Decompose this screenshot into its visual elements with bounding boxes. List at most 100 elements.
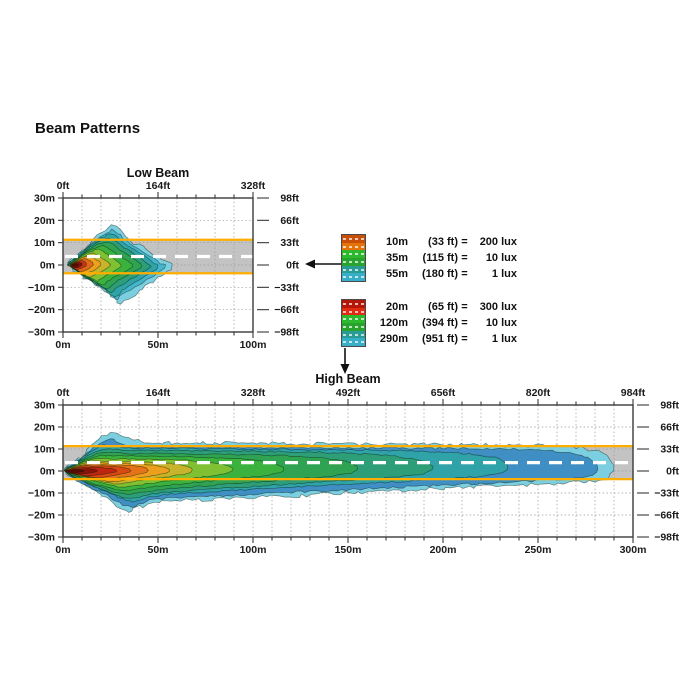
distance-ft: (33 ft) [428,236,458,248]
beam-contour [65,469,85,473]
y-axis-left-tick-label: 10m [34,237,55,249]
distance-ft: (394 ft) [421,317,458,329]
x-axis-top-tick-label: 820ft [526,387,551,399]
distance-m: 10m [385,236,408,248]
y-axis-right-tick-label: 98ft [660,400,679,412]
distance-m: 35m [385,252,408,264]
x-axis-bottom-tick-label: 150m [335,544,362,556]
distance-m: 20m [385,301,408,313]
y-axis-left-tick-label: −10m [28,282,55,294]
x-axis-bottom-tick-label: 0m [55,339,70,351]
colorbar-band [342,307,365,316]
x-axis-bottom-tick-label: 300m [620,544,647,556]
y-axis-right-tick-label: −98ft [654,532,679,544]
lux-value: 200 lux [479,236,517,248]
colorbar-band [342,250,365,259]
arrow-to-low-beam-icon [305,259,342,269]
x-axis-bottom-tick-label: 50m [147,339,168,351]
distance-ft: (180 ft) [421,268,458,280]
colorbar-band [342,258,365,266]
equals-sign: = [461,236,468,248]
colorbar-band [342,338,365,347]
legend-row: 35m (115 ft) = 10 lux [378,250,517,266]
low-beam-colorbar [341,234,366,282]
page-title: Beam Patterns [35,120,141,137]
arrow-to-high-beam-icon [340,348,350,374]
x-axis-bottom-tick-label: 50m [147,544,168,556]
x-axis-bottom-tick-label: 100m [240,544,267,556]
y-axis-left-tick-label: 30m [34,193,55,205]
low-beam-legend-rows: 10m (33 ft) = 200 lux 35m (115 ft) = 10 … [378,234,517,282]
colorbar-band [342,273,365,282]
y-axis-right-tick-label: 98ft [280,193,299,205]
y-axis-left-tick-label: 0m [40,260,55,272]
y-axis-right-tick-label: 33ft [660,444,679,456]
lux-value: 1 lux [491,333,517,345]
x-axis-top-tick-label: 0ft [57,180,70,192]
legend-row: 290m (951 ft) = 1 lux [378,331,517,347]
y-axis-right-tick-label: −33ft [274,282,299,294]
x-axis-bottom-tick-label: 100m [240,339,267,351]
beam-contour [71,263,80,267]
legend-row: 10m (33 ft) = 200 lux [378,234,517,250]
colorbar-band [342,315,365,324]
y-axis-right-tick-label: 66ft [280,215,299,227]
legend-row: 120m (394 ft) = 10 lux [378,315,517,331]
lux-value: 10 lux [485,252,517,264]
y-axis-left-tick-label: 0m [40,466,55,478]
distance-ft: (65 ft) [428,301,458,313]
y-axis-left-tick-label: −10m [28,488,55,500]
equals-sign: = [461,333,468,345]
y-axis-left-tick-label: −20m [28,510,55,522]
y-axis-right-tick-label: 0ft [666,466,679,478]
colorbar-band [342,323,365,331]
x-axis-top-tick-label: 492ft [336,387,361,399]
y-axis-left-tick-label: −20m [28,304,55,316]
y-axis-left-tick-label: −30m [28,327,55,339]
distance-m: 290m [379,333,408,345]
axis-ticks [58,399,649,543]
distance-m: 120m [379,317,408,329]
colorbar-band [342,235,365,243]
y-axis-right-tick-label: 33ft [280,237,299,249]
legend-row: 55m (180 ft) = 1 lux [378,266,517,282]
y-axis-left-tick-label: 20m [34,422,55,434]
x-axis-top-tick-label: 328ft [241,387,266,399]
low-beam-chart: 0ft 164ft 328ft 0m 50m 100m 30m 20m 10m 0m −10m −20… [28,180,300,351]
high-beam-title: High Beam [315,372,381,386]
lux-value: 1 lux [491,268,517,280]
y-axis-left-tick-label: −30m [28,532,55,544]
lux-value: 10 lux [485,317,517,329]
high-beam-colorbar [341,299,366,347]
y-axis-right-tick-label: −66ft [654,510,679,522]
x-axis-top-tick-label: 328ft [241,180,266,192]
x-axis-top-tick-label: 164ft [146,387,171,399]
high-beam-legend-rows: 20m (65 ft) = 300 lux 120m (394 ft) = 10… [378,299,517,347]
legend-group-high-beam: 20m (65 ft) = 300 lux 120m (394 ft) = 10… [341,299,517,347]
y-axis-right-tick-label: −33ft [654,488,679,500]
equals-sign: = [461,317,468,329]
y-axis-right-tick-label: 0ft [286,260,299,272]
x-axis-top-tick-label: 656ft [431,387,456,399]
x-axis-bottom-tick-label: 200m [430,544,457,556]
equals-sign: = [461,252,468,264]
colorbar-band [342,330,365,339]
colorbar-band [342,300,365,308]
legend-row: 20m (65 ft) = 300 lux [378,299,517,315]
x-axis-bottom-tick-label: 250m [525,544,552,556]
y-axis-right-tick-label: −66ft [274,304,299,316]
x-axis-bottom-tick-label: 0m [55,544,70,556]
x-axis-top-tick-label: 164ft [146,180,171,192]
distance-m: 55m [385,268,408,280]
y-axis-left-tick-label: 30m [34,400,55,412]
legend-group-low-beam: 10m (33 ft) = 200 lux 35m (115 ft) = 10 … [341,234,517,282]
y-axis-left-tick-label: 20m [34,215,55,227]
axis-ticks [58,192,269,338]
x-axis-top-tick-label: 984ft [621,387,646,399]
x-axis-top-tick-label: 0ft [57,387,70,399]
colorbar-band [342,265,365,274]
y-axis-left-tick-label: 10m [34,444,55,456]
